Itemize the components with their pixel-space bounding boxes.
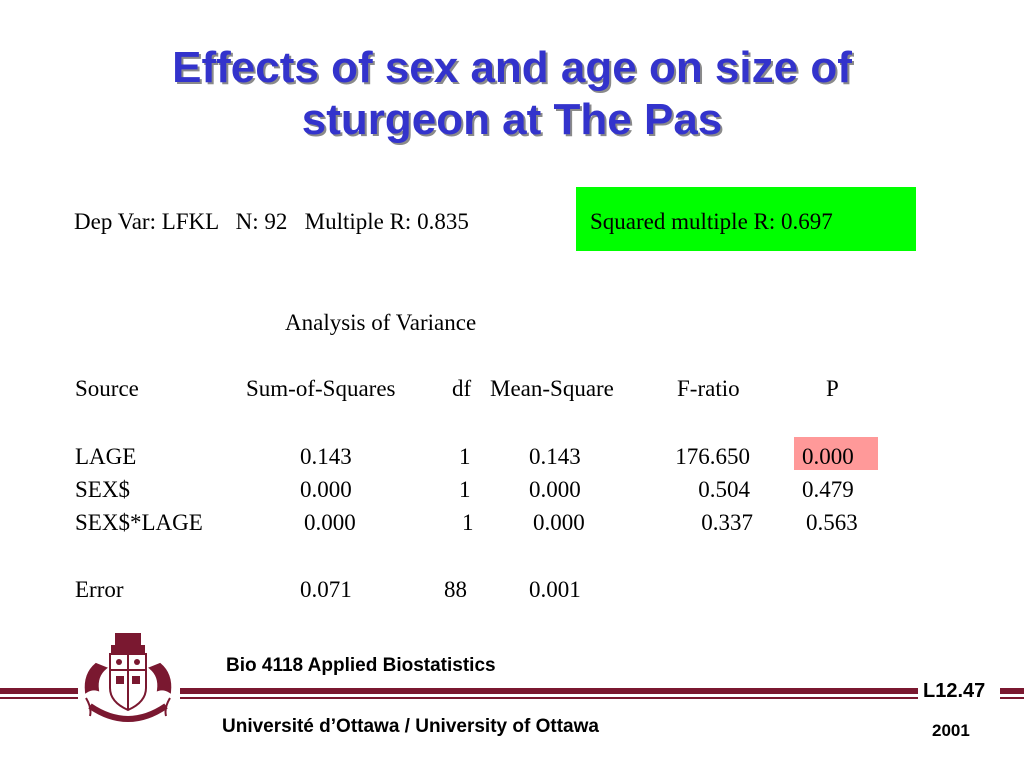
column-header-f: F-ratio [677,376,740,401]
footer-bar-left-1 [0,688,78,694]
row-f: 176.650 [675,444,750,469]
row-f: 0.337 [701,510,753,535]
row-ms: 0.143 [529,444,581,469]
footer-bar-left-2 [0,697,78,699]
anova-title: Analysis of Variance [285,310,477,335]
row-source: LAGE [75,444,137,469]
slide-title-line-1: Effects of sex and age on size of [172,43,852,92]
column-header-ss: Sum-of-Squares [246,376,396,401]
footer-bar-main-2 [180,697,918,699]
multiple-r-text: Multiple R: 0.835 [304,209,469,234]
row-df: 88 [444,577,467,602]
summary-line: Dep Var: LFKL N: 92 Multiple R: 0.835 [74,208,469,236]
university-of-ottawa-crest-icon [84,633,172,722]
row-source: SEX$*LAGE [75,510,203,535]
slide-title: Effects of sex and age on size of sturge… [0,42,1024,146]
footer-bar-right-2 [1000,697,1024,699]
footer-bar-main-1 [180,688,918,694]
row-f: 0.504 [698,477,750,502]
row-ms: 0.000 [533,510,585,535]
row-ms: 0.000 [529,477,581,502]
column-header-p: P [826,376,839,401]
row-p: 0.000 [802,444,854,469]
slide-code: L12.47 [923,680,986,702]
row-source: SEX$ [75,477,130,502]
row-df: 1 [459,477,471,502]
row-df: 1 [462,510,474,535]
row-source: Error [75,577,124,602]
row-p: 0.479 [802,477,854,502]
footer-bar-right-1 [1000,688,1024,694]
p-value-highlight [794,437,878,470]
n-text: N: 92 [235,209,288,234]
dep-var-text: Dep Var: LFKL [74,209,219,234]
slide-title-line-2: sturgeon at The Pas [301,95,723,144]
row-df: 1 [459,444,471,469]
row-ss: 0.143 [300,444,352,469]
year: 2001 [932,721,970,740]
column-header-source: Source [75,376,139,401]
row-ss: 0.071 [300,577,352,602]
row-ms: 0.001 [529,577,581,602]
university-name: Université d’Ottawa / University of Otta… [222,716,599,737]
row-ss: 0.000 [300,477,352,502]
row-ss: 0.000 [304,510,356,535]
squared-r-highlight: Squared multiple R: 0.697 [576,187,916,251]
column-header-df: df [452,376,472,401]
squared-r-text: Squared multiple R: 0.697 [590,209,833,234]
row-p: 0.563 [806,510,858,535]
column-header-ms: Mean-Square [490,376,614,401]
course-title: Bio 4118 Applied Biostatistics [226,655,496,676]
